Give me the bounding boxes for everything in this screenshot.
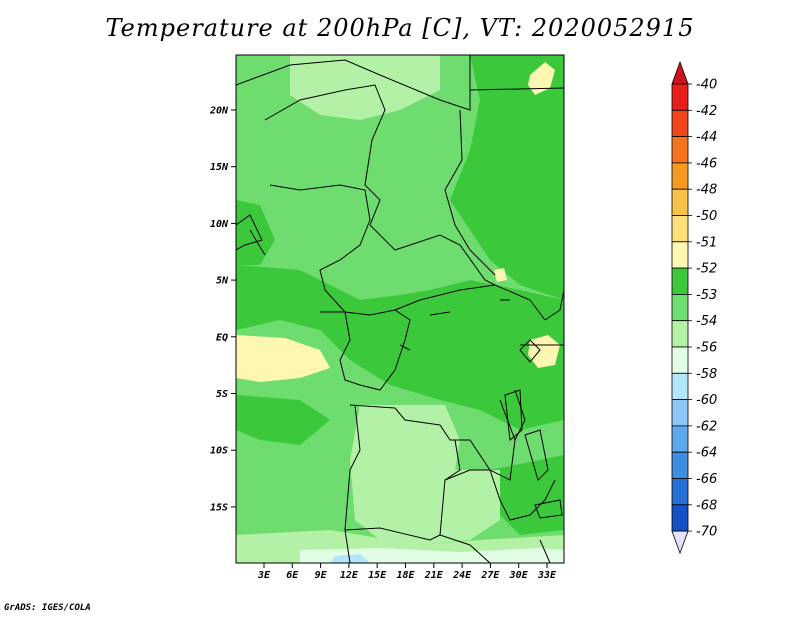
colorbar-label: -50: [696, 209, 717, 224]
border-car: [369, 224, 496, 286]
colorbar-segment: [671, 188, 689, 216]
border-cameroon: [269, 184, 371, 313]
colorbar-label: -53: [696, 288, 717, 303]
lon-tick-label: 15E: [368, 570, 387, 581]
lon-tick-label: 9E: [315, 570, 328, 581]
colorbar-segment: [671, 478, 689, 506]
grads-credit: GrADS: IGES/COLA: [4, 603, 91, 613]
border-chad-sudan: [444, 109, 496, 276]
colorbar-label: -54: [696, 314, 717, 329]
lat-tick-label: 15N: [210, 162, 229, 173]
colorbar-label: -44: [696, 130, 717, 145]
warm-region-south-east: [490, 455, 564, 535]
lake-outlines: [399, 299, 563, 519]
longitude-axis: 3E 6E 9E 12E 15E 18E 21E 24E 27E 30E 33E: [257, 563, 557, 581]
colorbar-segment: [671, 83, 689, 111]
colorbar-segment: [671, 451, 689, 479]
lon-tick-label: 33E: [537, 570, 557, 581]
lon-tick-label: 27E: [480, 570, 500, 581]
lat-tick-label: 20N: [209, 106, 229, 117]
map-frame: [235, 54, 565, 564]
colorbar-segment: [671, 372, 689, 400]
lon-tick-label: 3E: [257, 570, 271, 581]
colorbar-segment: [671, 267, 689, 295]
colorbar-label: -56: [696, 341, 717, 356]
colorbar-segment: [671, 215, 689, 243]
yellow-spot-east: [494, 268, 507, 282]
lat-tick-label: 10S: [210, 446, 228, 457]
chart-title: Temperature at 200hPa [C], VT: 202005291…: [105, 14, 695, 42]
colorbar-segment: [671, 109, 689, 138]
colorbar-segment: [671, 241, 689, 269]
colorbar-segment: [671, 320, 689, 348]
border-drc-north: [344, 284, 546, 321]
colorbar-label: -60: [696, 393, 717, 408]
cool-region-north: [290, 55, 440, 120]
country-borders: [236, 55, 564, 563]
colorbar-label: -66: [696, 472, 717, 487]
border-southern: [344, 529, 551, 563]
lon-tick-label: 24E: [452, 570, 472, 581]
latitude-axis: 20N 15N 10N 5N EQ 5S 10S 15S: [209, 106, 236, 513]
border-zambia: [444, 469, 556, 521]
lon-tick-label: 18E: [396, 570, 415, 581]
colorbar-label: -48: [696, 183, 717, 198]
yellow-spot-north-east: [528, 62, 555, 95]
lat-tick-label: 5S: [216, 389, 228, 400]
colorbar-bottom-arrow: [671, 530, 689, 555]
yellow-spot-west-equator: [236, 335, 330, 382]
colorbar-segment: [671, 293, 689, 322]
colorbar-label: -62: [696, 419, 717, 434]
colorbar-segment: [671, 399, 689, 427]
warm-region-west-coast: [236, 200, 275, 265]
lon-tick-label: 21E: [424, 570, 444, 581]
border-angola: [344, 404, 461, 541]
yellow-spot-lake-region: [528, 335, 560, 368]
warm-region-north-east: [450, 55, 564, 300]
warm-region-central: [236, 265, 564, 430]
lat-tick-label: EQ: [216, 332, 228, 343]
lat-tick-label: 15S: [210, 502, 228, 513]
border-west: [236, 214, 266, 256]
colorbar-label: -40: [696, 78, 717, 93]
colorbar-label: -51: [696, 235, 717, 250]
border-sudan-egypt: [469, 87, 564, 91]
lon-tick-label: 30E: [509, 570, 529, 581]
colorbar-label: -42: [696, 104, 717, 119]
colorbar-label: -70: [696, 525, 717, 540]
colorbar-label: -58: [696, 367, 717, 382]
colorbar-segment: [671, 162, 689, 190]
colorbar-segment: [671, 346, 689, 374]
colorbar-segment: [671, 425, 689, 453]
pale-region-bottom: [300, 548, 564, 563]
border-congo: [320, 309, 411, 391]
border-niger-chad: [264, 84, 386, 226]
colorbar-segment: [671, 504, 689, 532]
colorbar-segment: [671, 136, 689, 164]
warm-region-south-west: [236, 395, 330, 445]
colorbar-label: -52: [696, 262, 717, 277]
border-north-sahara: [236, 55, 471, 111]
temperature-field: [236, 55, 564, 563]
cool-region-south: [350, 405, 500, 545]
lat-tick-label: 10N: [210, 219, 229, 230]
colorbar-top-arrow: [671, 60, 689, 85]
colorbar-label: -46: [696, 156, 717, 171]
lat-tick-label: 5N: [216, 276, 229, 287]
lon-tick-label: 12E: [340, 570, 359, 581]
colorbar: -40 -42 -44 -46 -48 -50 -51 -52 -53 -54 -56 -58 -60 -…: [671, 60, 717, 555]
lon-tick-label: 6E: [286, 570, 299, 581]
colorbar-label: -64: [696, 446, 717, 461]
colorbar-label: -68: [696, 498, 717, 513]
blue-region-bottom: [330, 554, 370, 563]
